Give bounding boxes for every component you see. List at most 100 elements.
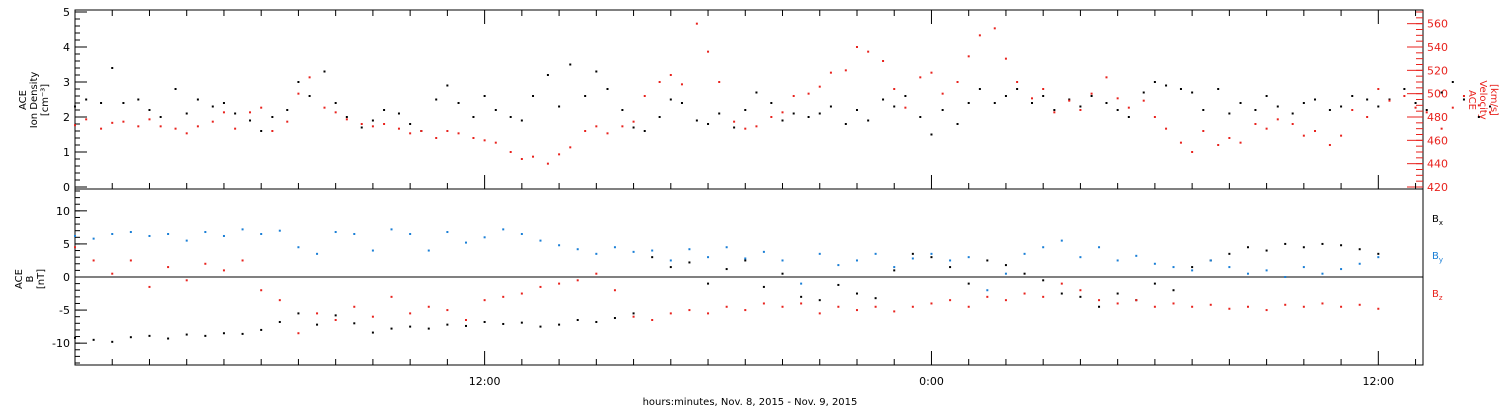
bz-point xyxy=(1377,307,1380,310)
bx-point xyxy=(148,334,151,337)
bx-point xyxy=(409,325,412,328)
bx-point xyxy=(855,292,858,295)
velocity-point xyxy=(520,158,523,160)
velocity-point xyxy=(1451,106,1454,109)
bottom-left-tick-label: -5 xyxy=(59,304,70,317)
by-point xyxy=(222,234,225,237)
ion-density-point xyxy=(1105,102,1108,104)
ion-density-point xyxy=(1366,98,1369,101)
by-point xyxy=(1209,259,1212,262)
bx-point xyxy=(241,332,244,335)
top-ylabel-line1: ACE xyxy=(18,90,29,110)
legend-by: By xyxy=(1432,251,1443,264)
ion-density-point xyxy=(1440,91,1443,94)
velocity-point xyxy=(829,71,832,74)
ion-density-point xyxy=(345,116,348,118)
velocity-point xyxy=(855,46,858,48)
velocity-point xyxy=(807,92,810,95)
ion-density-point xyxy=(457,102,460,104)
bz-point xyxy=(837,305,840,308)
top-right-tick-label: 500 xyxy=(1427,88,1448,101)
bottom-ylabel-line1: ACE xyxy=(14,269,25,289)
ion-density-point xyxy=(546,74,549,76)
velocity-point xyxy=(1053,111,1056,114)
velocity-point xyxy=(1366,116,1369,118)
velocity-point xyxy=(1377,88,1380,90)
by-point xyxy=(1023,252,1026,255)
by-point xyxy=(353,233,356,235)
velocity-point xyxy=(1042,88,1045,90)
ion-density-point xyxy=(1351,95,1354,97)
ion-density-point xyxy=(435,98,438,101)
bz-point xyxy=(520,292,523,295)
ion-density-point xyxy=(584,95,587,97)
velocity-point xyxy=(919,76,922,79)
bz-point xyxy=(1023,292,1026,295)
velocity-point xyxy=(707,50,710,53)
bottom-left-tick-label: 5 xyxy=(63,238,70,251)
by-point xyxy=(949,259,952,262)
velocity-point xyxy=(1165,127,1168,130)
bz-point xyxy=(1153,305,1156,308)
bx-point xyxy=(1172,289,1175,292)
bx-point xyxy=(1284,242,1287,245)
bz-point xyxy=(502,295,505,298)
bz-point xyxy=(427,305,430,308)
velocity-point xyxy=(446,130,449,132)
ion-density-point xyxy=(1202,109,1205,111)
ion-density-point xyxy=(249,119,252,122)
by-point xyxy=(278,229,281,232)
top-ylabel-line3: [cm⁻³] xyxy=(40,84,51,116)
bx-point xyxy=(781,272,784,275)
velocity-point xyxy=(1202,130,1205,132)
bz-point xyxy=(669,312,672,315)
bx-point xyxy=(967,282,970,285)
velocity-point xyxy=(558,153,561,156)
by-point xyxy=(483,236,486,239)
by-point xyxy=(409,233,412,235)
ion-density-point xyxy=(755,91,758,94)
top-left-tick-label: 0 xyxy=(63,181,70,194)
bz-point xyxy=(967,305,970,308)
bx-point xyxy=(1079,295,1082,298)
velocity-point xyxy=(956,81,959,83)
velocity-point xyxy=(1116,97,1119,100)
velocity-point xyxy=(297,92,300,95)
velocity-point xyxy=(1477,104,1480,107)
ion-density-point xyxy=(271,116,274,118)
velocity-point xyxy=(472,137,475,139)
velocity-point xyxy=(1314,130,1317,132)
velocity-point xyxy=(595,125,598,128)
ion-density-point xyxy=(222,102,225,104)
velocity-point xyxy=(345,118,348,121)
velocity-point xyxy=(882,60,885,62)
velocity-point xyxy=(584,130,587,132)
by-point xyxy=(446,231,449,234)
bx-point xyxy=(92,338,95,341)
by-point xyxy=(148,234,151,237)
ion-density-point xyxy=(1477,116,1480,118)
ion-density-point xyxy=(807,116,810,118)
by-point xyxy=(855,259,858,262)
velocity-point xyxy=(718,81,721,83)
bx-point xyxy=(1358,248,1361,251)
ion-density-point xyxy=(770,102,773,104)
ion-density-point xyxy=(1302,102,1305,104)
bx-point xyxy=(669,266,672,269)
bx-point xyxy=(204,334,207,337)
bx-point xyxy=(185,333,188,336)
by-point xyxy=(725,246,728,249)
ion-density-point xyxy=(1414,102,1417,104)
velocity-point xyxy=(1302,134,1305,137)
bz-point xyxy=(316,312,319,315)
bz-point xyxy=(1284,303,1287,306)
ion-density-point xyxy=(532,95,535,97)
bx-point xyxy=(1098,305,1101,308)
bx-point xyxy=(278,320,281,323)
bx-point xyxy=(800,295,803,298)
velocity-point xyxy=(546,162,549,165)
bz-point xyxy=(1265,309,1268,312)
by-point xyxy=(1228,266,1231,269)
bz-point xyxy=(744,309,747,312)
ion-density-point xyxy=(111,67,114,69)
